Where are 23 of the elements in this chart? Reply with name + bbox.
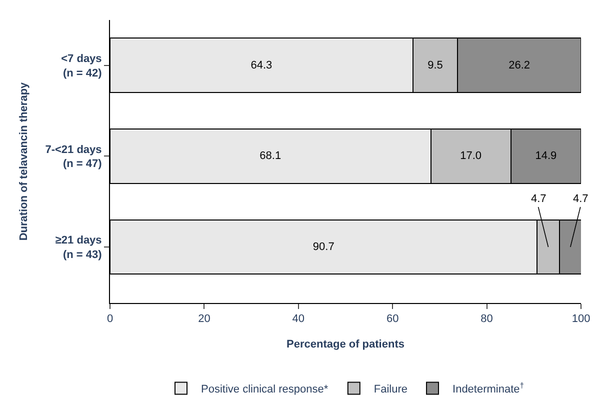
data-label: 17.0 [460, 150, 482, 162]
data-label: 4.7 [531, 193, 546, 205]
x-tick-label: 20 [198, 313, 210, 326]
legend-label: Indeterminate$^{†}$ [452, 380, 524, 396]
y-tick-label: ≥21 days (n = 43) [55, 234, 102, 261]
y-tick-label: <7 days (n = 42) [61, 53, 102, 80]
data-label: 90.7 [312, 241, 334, 253]
x-tick-label: 0 [106, 313, 114, 326]
x-tick-label: 80 [480, 313, 493, 326]
y-axis-title: Duration of telavancin therapy [18, 81, 30, 241]
legend-label: Failure [374, 384, 408, 396]
data-label: 9.5 [428, 59, 443, 72]
data-label: 14.9 [535, 150, 557, 162]
x-tick-label: 40 [292, 313, 305, 326]
x-tick-label: 60 [386, 313, 399, 326]
data-label: 4.7 [573, 193, 588, 205]
x-axis-title: Percentage of patients [286, 338, 404, 350]
legend-label: Positive clinical response* [201, 384, 329, 396]
data-label: 26.2 [508, 59, 530, 72]
data-label: 68.1 [260, 150, 282, 162]
data-label: 64.3 [250, 59, 272, 72]
y-tick-label: 7-<21 days (n = 47) [45, 144, 102, 170]
x-tick-label: 100 [572, 313, 590, 326]
